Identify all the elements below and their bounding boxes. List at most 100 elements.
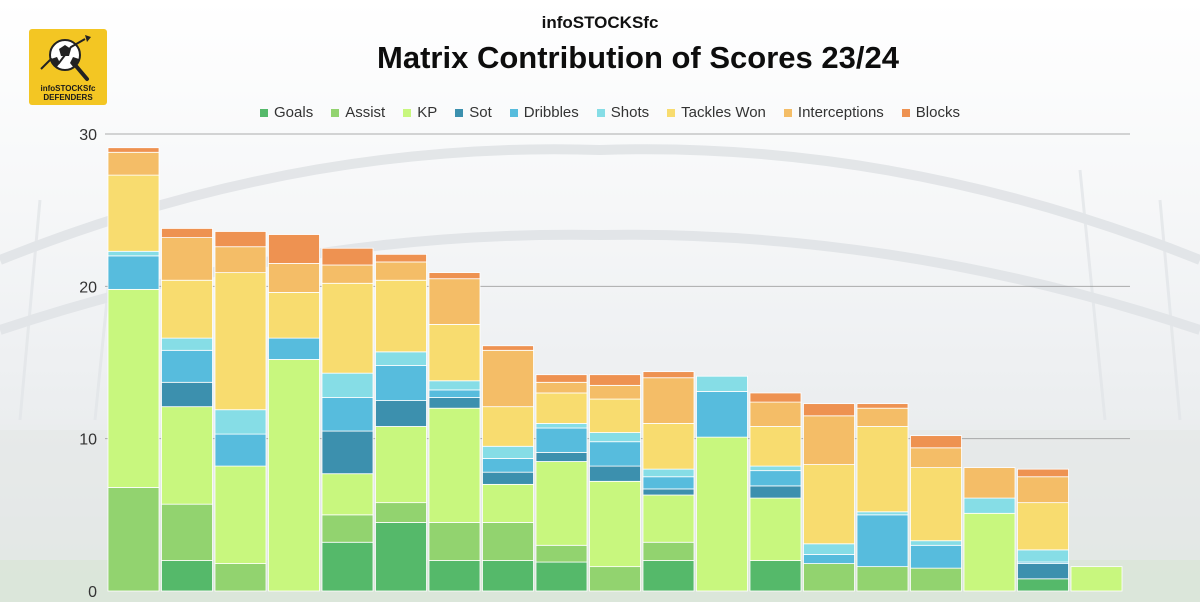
bar-segment-tackles-won xyxy=(268,292,320,339)
legend-label: Sot xyxy=(469,104,492,121)
bar-segment-kp xyxy=(375,426,427,504)
legend-swatch xyxy=(403,108,412,117)
bar-segment-dribbles xyxy=(910,544,962,569)
bar-segment-shots xyxy=(856,511,909,516)
bar-segment-tackles-won xyxy=(107,174,160,252)
bar-segment-kp xyxy=(161,406,213,505)
bar-segment-shots xyxy=(910,540,962,546)
legend-swatch xyxy=(783,108,792,117)
bar-segment-dribbles xyxy=(589,441,641,467)
legend-swatch xyxy=(901,108,910,117)
bar-segment-interceptions xyxy=(268,263,320,293)
legend-swatch xyxy=(667,108,676,117)
bar-segment-kp xyxy=(1070,566,1123,592)
bar-stack xyxy=(107,147,160,592)
bar-segment-sot xyxy=(321,430,374,475)
bar-segment-blocks xyxy=(1017,468,1069,478)
bar-segment-goals xyxy=(482,560,534,592)
bar-segment-interceptions xyxy=(910,447,962,469)
bar-stack xyxy=(268,234,320,592)
bar-segment-sot xyxy=(482,471,534,485)
legend-swatch xyxy=(455,108,464,117)
bar-segment-assist xyxy=(107,487,160,592)
bar-stack xyxy=(161,228,213,592)
bar-segment-assist xyxy=(428,522,481,561)
bar-segment-assist xyxy=(589,566,641,592)
bar-segment-sot xyxy=(428,397,481,409)
bar-segment-shots xyxy=(214,409,267,435)
bar-segment-tackles-won xyxy=(589,398,641,433)
legend-swatch xyxy=(331,108,340,117)
bar-segment-blocks xyxy=(856,403,909,409)
bar-segment-kp xyxy=(589,480,641,568)
bar-segment-sot xyxy=(375,400,427,427)
bar-segment-kp xyxy=(963,512,1016,592)
bar-segment-tackles-won xyxy=(642,423,695,470)
bar-stack xyxy=(963,467,1016,592)
bar-segment-interceptions xyxy=(107,151,160,176)
bar-segment-kp xyxy=(214,465,267,564)
bar-segment-tackles-won xyxy=(161,279,213,339)
legend-item-tackles-won: Tackles Won xyxy=(667,104,766,121)
bar-segment-assist xyxy=(803,563,855,592)
bar-stack xyxy=(1070,566,1123,592)
brand-name: infoSTOCKSfc xyxy=(541,13,659,32)
bar-segment-blocks xyxy=(535,374,588,383)
bar-segment-interceptions xyxy=(535,381,588,394)
bar-segment-shots xyxy=(482,445,534,459)
y-tick-label: 20 xyxy=(79,279,97,296)
bar-stack xyxy=(375,253,427,592)
legend-item-goals: Goals xyxy=(260,104,313,121)
bar-segment-dribbles xyxy=(268,337,320,360)
bar-segment-kp xyxy=(535,461,588,546)
bar-segment-tackles-won xyxy=(749,426,802,467)
bar-segment-blocks xyxy=(749,392,802,403)
bar-segment-blocks xyxy=(482,345,534,351)
bar-segment-shots xyxy=(589,432,641,443)
bar-stack xyxy=(535,374,588,592)
bar-segment-assist xyxy=(321,514,374,543)
bar-segment-kp xyxy=(482,483,534,523)
y-tick-label: 10 xyxy=(79,432,97,449)
bar-segment-sot xyxy=(642,488,695,496)
bar-segment-interceptions xyxy=(482,349,534,408)
bar-segment-interceptions xyxy=(963,467,1016,499)
bar-segment-blocks xyxy=(910,435,962,449)
bar-segment-tackles-won xyxy=(428,324,481,382)
bar-segment-goals xyxy=(1017,578,1069,592)
bar-stack xyxy=(589,374,641,592)
legend-item-blocks: Blocks xyxy=(901,104,960,121)
bar-segment-blocks xyxy=(428,272,481,280)
bar-segment-shots xyxy=(749,465,802,472)
bar-segment-dribbles xyxy=(482,458,534,473)
bar-segment-shots xyxy=(963,497,1016,514)
bar-segment-assist xyxy=(535,544,588,563)
bar-segment-kp xyxy=(696,436,748,592)
bar-segment-tackles-won xyxy=(856,426,909,513)
bar-segment-tackles-won xyxy=(1017,502,1069,551)
bar-segment-shots xyxy=(107,250,160,257)
bar-segment-blocks xyxy=(375,253,427,263)
bar-stack xyxy=(803,403,855,592)
bar-segment-kp xyxy=(268,359,320,592)
bar-segment-dribbles xyxy=(321,397,374,432)
legend-label: KP xyxy=(417,104,438,121)
bar-segment-shots xyxy=(535,423,588,429)
bar-segment-blocks xyxy=(589,374,641,386)
bar-segment-dribbles xyxy=(161,349,213,383)
bar-segment-tackles-won xyxy=(535,392,588,424)
bar-segment-shots xyxy=(642,468,695,478)
bar-segment-goals xyxy=(375,522,427,592)
legend-label: Interceptions xyxy=(797,104,884,121)
bar-segment-blocks xyxy=(642,371,695,379)
brand-logo: infoSTOCKSfc DEFENDERS xyxy=(29,29,107,105)
bar-stack xyxy=(214,231,267,592)
bar-segment-assist xyxy=(214,563,267,592)
bar-stack xyxy=(856,403,909,592)
bar-segment-shots xyxy=(161,337,213,351)
bar-segment-dribbles xyxy=(856,514,909,568)
bar-segment-dribbles xyxy=(107,255,160,290)
bar-segment-dribbles xyxy=(642,476,695,490)
chart-legend: Goals Assist KP Sot Dribbles Shots Tackles Won… xyxy=(0,104,1200,121)
legend-item-shots: Shots xyxy=(596,104,649,121)
